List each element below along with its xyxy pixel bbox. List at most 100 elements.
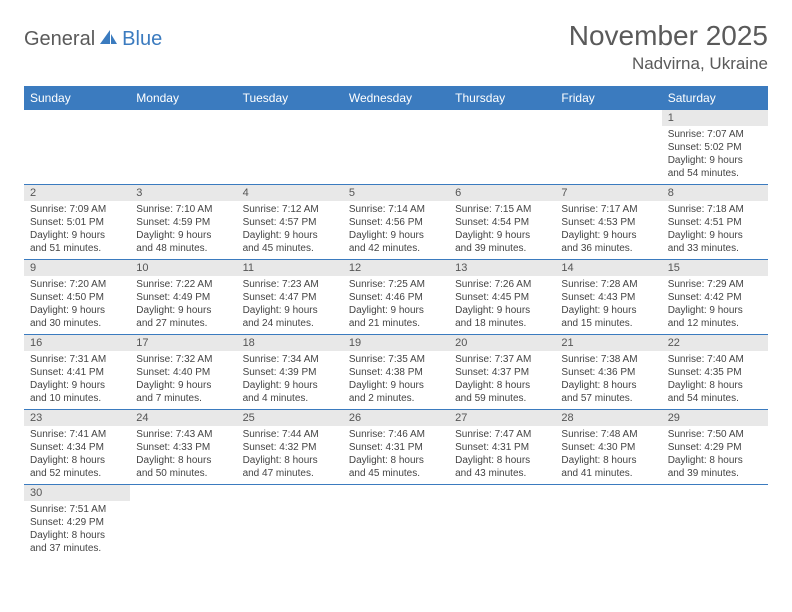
calendar-body: 1Sunrise: 7:07 AMSunset: 5:02 PMDaylight…	[24, 110, 768, 559]
day-number: 28	[555, 410, 661, 426]
sunset-text: Sunset: 4:39 PM	[243, 366, 337, 379]
day-details: Sunrise: 7:38 AMSunset: 4:36 PMDaylight:…	[555, 351, 661, 409]
calendar-day-cell: 6 Sunrise: 7:15 AMSunset: 4:54 PMDaylight…	[449, 185, 555, 260]
sunset-text: Sunset: 4:45 PM	[455, 291, 549, 304]
sunrise-text: Sunrise: 7:10 AM	[136, 203, 230, 216]
day-details: Sunrise: 7:47 AMSunset: 4:31 PMDaylight:…	[449, 426, 555, 484]
logo: General Blue	[24, 28, 162, 51]
sunset-text: Sunset: 5:01 PM	[30, 216, 124, 229]
daylight-text-2: and 41 minutes.	[561, 467, 655, 480]
day-details: Sunrise: 7:26 AMSunset: 4:45 PMDaylight:…	[449, 276, 555, 334]
weekday-header: Friday	[555, 86, 661, 110]
daylight-text-2: and 2 minutes.	[349, 392, 443, 405]
day-details: Sunrise: 7:51 AMSunset: 4:29 PMDaylight:…	[24, 501, 130, 559]
sunrise-text: Sunrise: 7:23 AM	[243, 278, 337, 291]
sunset-text: Sunset: 4:54 PM	[455, 216, 549, 229]
calendar-week-row: 2Sunrise: 7:09 AMSunset: 5:01 PMDaylight…	[24, 185, 768, 260]
calendar-day-cell: 17Sunrise: 7:32 AMSunset: 4:40 PMDayligh…	[130, 335, 236, 410]
day-number: 5	[343, 185, 449, 201]
calendar-day-cell: 28Sunrise: 7:48 AMSunset: 4:30 PMDayligh…	[555, 410, 661, 485]
sunrise-text: Sunrise: 7:22 AM	[136, 278, 230, 291]
calendar-day-cell: 22Sunrise: 7:40 AMSunset: 4:35 PMDayligh…	[662, 335, 768, 410]
weekday-header: Wednesday	[343, 86, 449, 110]
day-details: Sunrise: 7:40 AMSunset: 4:35 PMDaylight:…	[662, 351, 768, 409]
sunset-text: Sunset: 4:32 PM	[243, 441, 337, 454]
weekday-header: Tuesday	[237, 86, 343, 110]
weekday-header: Monday	[130, 86, 236, 110]
daylight-text: Daylight: 8 hours	[349, 454, 443, 467]
sunrise-text: Sunrise: 7:31 AM	[30, 353, 124, 366]
calendar-day-cell: 30Sunrise: 7:51 AMSunset: 4:29 PMDayligh…	[24, 485, 130, 560]
calendar-day-cell	[555, 485, 661, 560]
daylight-text-2: and 7 minutes.	[136, 392, 230, 405]
calendar-day-cell: 19Sunrise: 7:35 AMSunset: 4:38 PMDayligh…	[343, 335, 449, 410]
calendar-day-cell: 9Sunrise: 7:20 AMSunset: 4:50 PMDaylight…	[24, 260, 130, 335]
daylight-text: Daylight: 8 hours	[455, 379, 549, 392]
day-number: 16	[24, 335, 130, 351]
weekday-header: Sunday	[24, 86, 130, 110]
calendar-day-cell: 7Sunrise: 7:17 AMSunset: 4:53 PMDaylight…	[555, 185, 661, 260]
day-number: 29	[662, 410, 768, 426]
daylight-text: Daylight: 9 hours	[349, 379, 443, 392]
sunrise-text: Sunrise: 7:40 AM	[668, 353, 762, 366]
daylight-text: Daylight: 9 hours	[136, 229, 230, 242]
sunrise-text: Sunrise: 7:35 AM	[349, 353, 443, 366]
location: Nadvirna, Ukraine	[569, 54, 768, 74]
sunrise-text: Sunrise: 7:18 AM	[668, 203, 762, 216]
sunset-text: Sunset: 4:43 PM	[561, 291, 655, 304]
daylight-text-2: and 45 minutes.	[243, 242, 337, 255]
sunset-text: Sunset: 4:59 PM	[136, 216, 230, 229]
daylight-text-2: and 39 minutes.	[668, 467, 762, 480]
daylight-text-2: and 50 minutes.	[136, 467, 230, 480]
calendar-day-cell: 29Sunrise: 7:50 AMSunset: 4:29 PMDayligh…	[662, 410, 768, 485]
daylight-text: Daylight: 9 hours	[668, 304, 762, 317]
daylight-text-2: and 48 minutes.	[136, 242, 230, 255]
sunset-text: Sunset: 4:35 PM	[668, 366, 762, 379]
daylight-text-2: and 4 minutes.	[243, 392, 337, 405]
sunset-text: Sunset: 4:49 PM	[136, 291, 230, 304]
sunset-text: Sunset: 4:37 PM	[455, 366, 549, 379]
day-details: Sunrise: 7:10 AMSunset: 4:59 PMDaylight:…	[130, 201, 236, 259]
sunrise-text: Sunrise: 7:09 AM	[30, 203, 124, 216]
daylight-text: Daylight: 8 hours	[561, 454, 655, 467]
daylight-text-2: and 21 minutes.	[349, 317, 443, 330]
daylight-text-2: and 15 minutes.	[561, 317, 655, 330]
sunset-text: Sunset: 4:51 PM	[668, 216, 762, 229]
daylight-text-2: and 33 minutes.	[668, 242, 762, 255]
day-number: 11	[237, 260, 343, 276]
daylight-text: Daylight: 8 hours	[136, 454, 230, 467]
sunrise-text: Sunrise: 7:26 AM	[455, 278, 549, 291]
day-number: 21	[555, 335, 661, 351]
sunset-text: Sunset: 4:56 PM	[349, 216, 443, 229]
daylight-text-2: and 42 minutes.	[349, 242, 443, 255]
day-details: Sunrise: 7:46 AMSunset: 4:31 PMDaylight:…	[343, 426, 449, 484]
daylight-text: Daylight: 9 hours	[455, 229, 549, 242]
day-number: 7	[555, 185, 661, 201]
calendar-day-cell	[449, 110, 555, 185]
daylight-text: Daylight: 8 hours	[30, 529, 124, 542]
day-details: Sunrise: 7:32 AMSunset: 4:40 PMDaylight:…	[130, 351, 236, 409]
daylight-text-2: and 27 minutes.	[136, 317, 230, 330]
day-details: Sunrise: 7:29 AMSunset: 4:42 PMDaylight:…	[662, 276, 768, 334]
day-number: 4	[237, 185, 343, 201]
calendar-day-cell: 27Sunrise: 7:47 AMSunset: 4:31 PMDayligh…	[449, 410, 555, 485]
sunrise-text: Sunrise: 7:41 AM	[30, 428, 124, 441]
sunset-text: Sunset: 4:29 PM	[668, 441, 762, 454]
day-details: Sunrise: 7:12 AMSunset: 4:57 PMDaylight:…	[237, 201, 343, 259]
sunrise-text: Sunrise: 7:20 AM	[30, 278, 124, 291]
day-number: 20	[449, 335, 555, 351]
calendar-week-row: 23Sunrise: 7:41 AMSunset: 4:34 PMDayligh…	[24, 410, 768, 485]
sunrise-text: Sunrise: 7:32 AM	[136, 353, 230, 366]
daylight-text-2: and 12 minutes.	[668, 317, 762, 330]
sunrise-text: Sunrise: 7:25 AM	[349, 278, 443, 291]
daylight-text: Daylight: 9 hours	[136, 379, 230, 392]
daylight-text: Daylight: 8 hours	[455, 454, 549, 467]
daylight-text: Daylight: 9 hours	[455, 304, 549, 317]
sunrise-text: Sunrise: 7:15 AM	[455, 203, 549, 216]
weekday-header: Saturday	[662, 86, 768, 110]
daylight-text-2: and 10 minutes.	[30, 392, 124, 405]
day-details: Sunrise: 7:28 AMSunset: 4:43 PMDaylight:…	[555, 276, 661, 334]
day-number: 6	[449, 185, 555, 201]
day-details: Sunrise: 7:31 AMSunset: 4:41 PMDaylight:…	[24, 351, 130, 409]
sunset-text: Sunset: 4:29 PM	[30, 516, 124, 529]
